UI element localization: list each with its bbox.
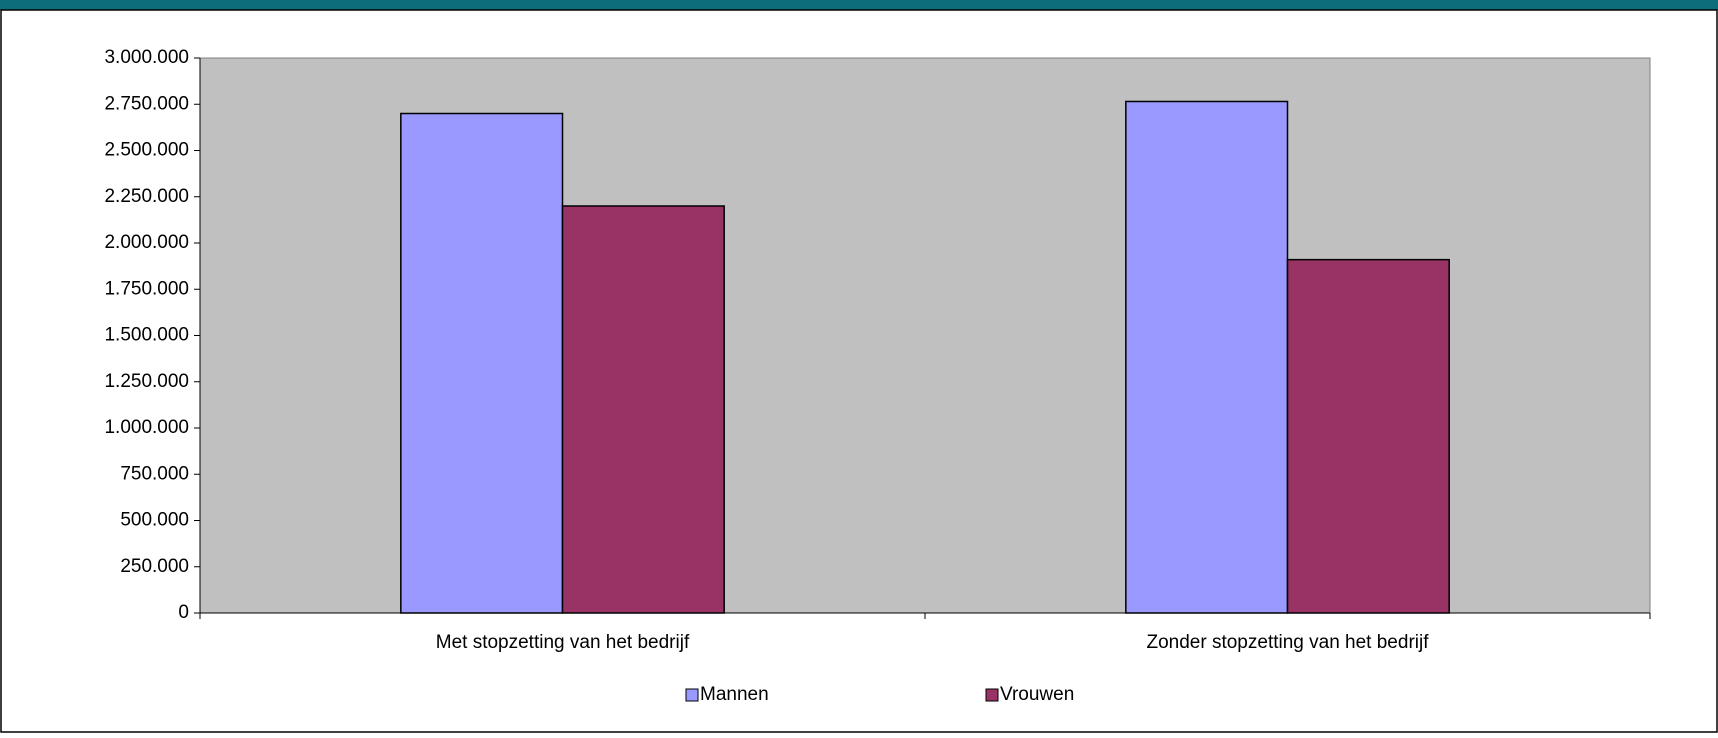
x-tick-label: Met stopzetting van het bedrijf: [436, 632, 690, 653]
y-tick-label: 1.750.000: [104, 278, 189, 299]
bar: [400, 112, 564, 614]
y-tick-label: 0: [178, 602, 189, 623]
y-tick-label: 2.250.000: [104, 186, 189, 207]
y-tick-label: 2.750.000: [104, 93, 189, 114]
bar: [561, 205, 725, 614]
y-tick-label: 2.500.000: [104, 140, 189, 161]
y-tick-label: 3.000.000: [104, 47, 189, 68]
legend-label: Mannen: [700, 684, 769, 705]
y-tick-label: 1.500.000: [104, 325, 189, 346]
y-tick-label: 250.000: [120, 556, 189, 577]
legend-swatch: [685, 688, 699, 702]
y-tick-label: 1.250.000: [104, 371, 189, 392]
header-bar: [0, 0, 1718, 10]
legend-swatch: [985, 688, 999, 702]
y-tick-label: 500.000: [120, 510, 189, 531]
x-tick-label: Zonder stopzetting van het bedrijf: [1146, 632, 1429, 653]
bar: [1125, 100, 1289, 614]
y-tick-label: 1.000.000: [104, 417, 189, 438]
y-tick-label: 750.000: [120, 463, 189, 484]
chart-frame: [0, 9, 1718, 733]
bar: [1286, 258, 1450, 614]
legend-label: Vrouwen: [1000, 684, 1074, 705]
y-tick-label: 2.000.000: [104, 232, 189, 253]
